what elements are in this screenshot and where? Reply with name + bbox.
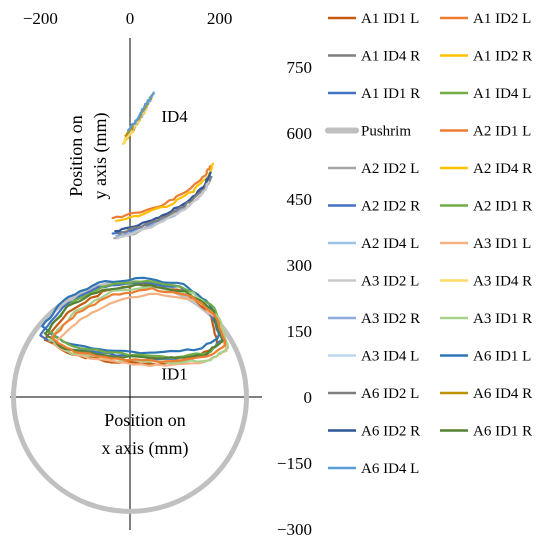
legend-label: A6 ID4 R xyxy=(473,386,532,402)
legend: A1 ID1 L A1 ID2 L A1 ID4 R A1 ID2 R A1 ID1 R… xyxy=(325,11,532,477)
trajectory-a1-id1-l xyxy=(43,282,218,366)
y-axis-title-line1: Position on xyxy=(66,115,86,197)
legend-label: A1 ID4 R xyxy=(361,49,420,65)
legend-label: A3 ID1 L xyxy=(473,236,531,252)
legend-label: A6 ID1 R xyxy=(473,424,532,440)
trajectory-a3-id2-l xyxy=(116,181,210,240)
legend-label: A2 ID2 R xyxy=(361,199,420,215)
legend-label: A1 ID2 L xyxy=(473,11,531,27)
legend-label: A2 ID4 L xyxy=(361,236,419,252)
legend-label: A6 ID1 L xyxy=(473,349,531,365)
legend-label: A2 ID1 R xyxy=(473,199,532,215)
cluster-label-id1: ID1 xyxy=(161,364,187,383)
legend-label: A2 ID2 L xyxy=(361,161,419,177)
y-axis-title-line2: y axis (mm) xyxy=(90,113,111,200)
y-tick-label: 300 xyxy=(287,256,313,275)
legend-label: A6 ID2 R xyxy=(361,424,420,440)
legend-label: A3 ID4 R xyxy=(473,274,532,290)
trajectory-a2-id1-l xyxy=(50,287,227,364)
legend-label: A1 ID2 R xyxy=(473,49,532,65)
legend-label: A2 ID4 R xyxy=(473,161,532,177)
cluster-label-id4: ID4 xyxy=(161,107,188,126)
trajectory-a6-id1-r xyxy=(43,283,224,360)
x-tick-label: −200 xyxy=(23,9,58,28)
legend-label: A1 ID1 L xyxy=(361,11,419,27)
trajectory-a6-id2-l xyxy=(117,175,213,235)
legend-label: A2 ID1 L xyxy=(473,124,531,140)
y-tick-label: 0 xyxy=(304,388,313,407)
trajectory-a1-id2-l xyxy=(111,164,212,220)
legend-label: Pushrim xyxy=(361,124,411,140)
x-tick-label: 0 xyxy=(126,9,135,28)
y-tick-label: 600 xyxy=(287,124,313,143)
legend-label: A6 ID2 L xyxy=(361,386,419,402)
plot-area xyxy=(10,38,262,530)
y-tick-label: 750 xyxy=(287,58,313,77)
x-axis-title-line1: Position on xyxy=(104,410,186,430)
legend-label: A3 ID2 L xyxy=(361,274,419,290)
x-axis-title-line2: x axis (mm) xyxy=(102,438,189,459)
legend-label: A3 ID1 R xyxy=(473,311,532,327)
y-tick-label: −300 xyxy=(277,520,312,539)
y-tick-label: 150 xyxy=(287,322,313,341)
legend-label: A3 ID4 L xyxy=(361,349,419,365)
y-tick-label: −150 xyxy=(277,454,312,473)
trajectory-a6-id4-l xyxy=(127,91,155,133)
x-tick-label: 200 xyxy=(207,9,233,28)
legend-label: A3 ID2 R xyxy=(361,311,420,327)
y-tick-label: 450 xyxy=(287,190,313,209)
legend-label: A1 ID1 R xyxy=(361,86,420,102)
legend-label: A1 ID4 L xyxy=(473,86,531,102)
legend-label: A6 ID4 L xyxy=(361,461,419,477)
